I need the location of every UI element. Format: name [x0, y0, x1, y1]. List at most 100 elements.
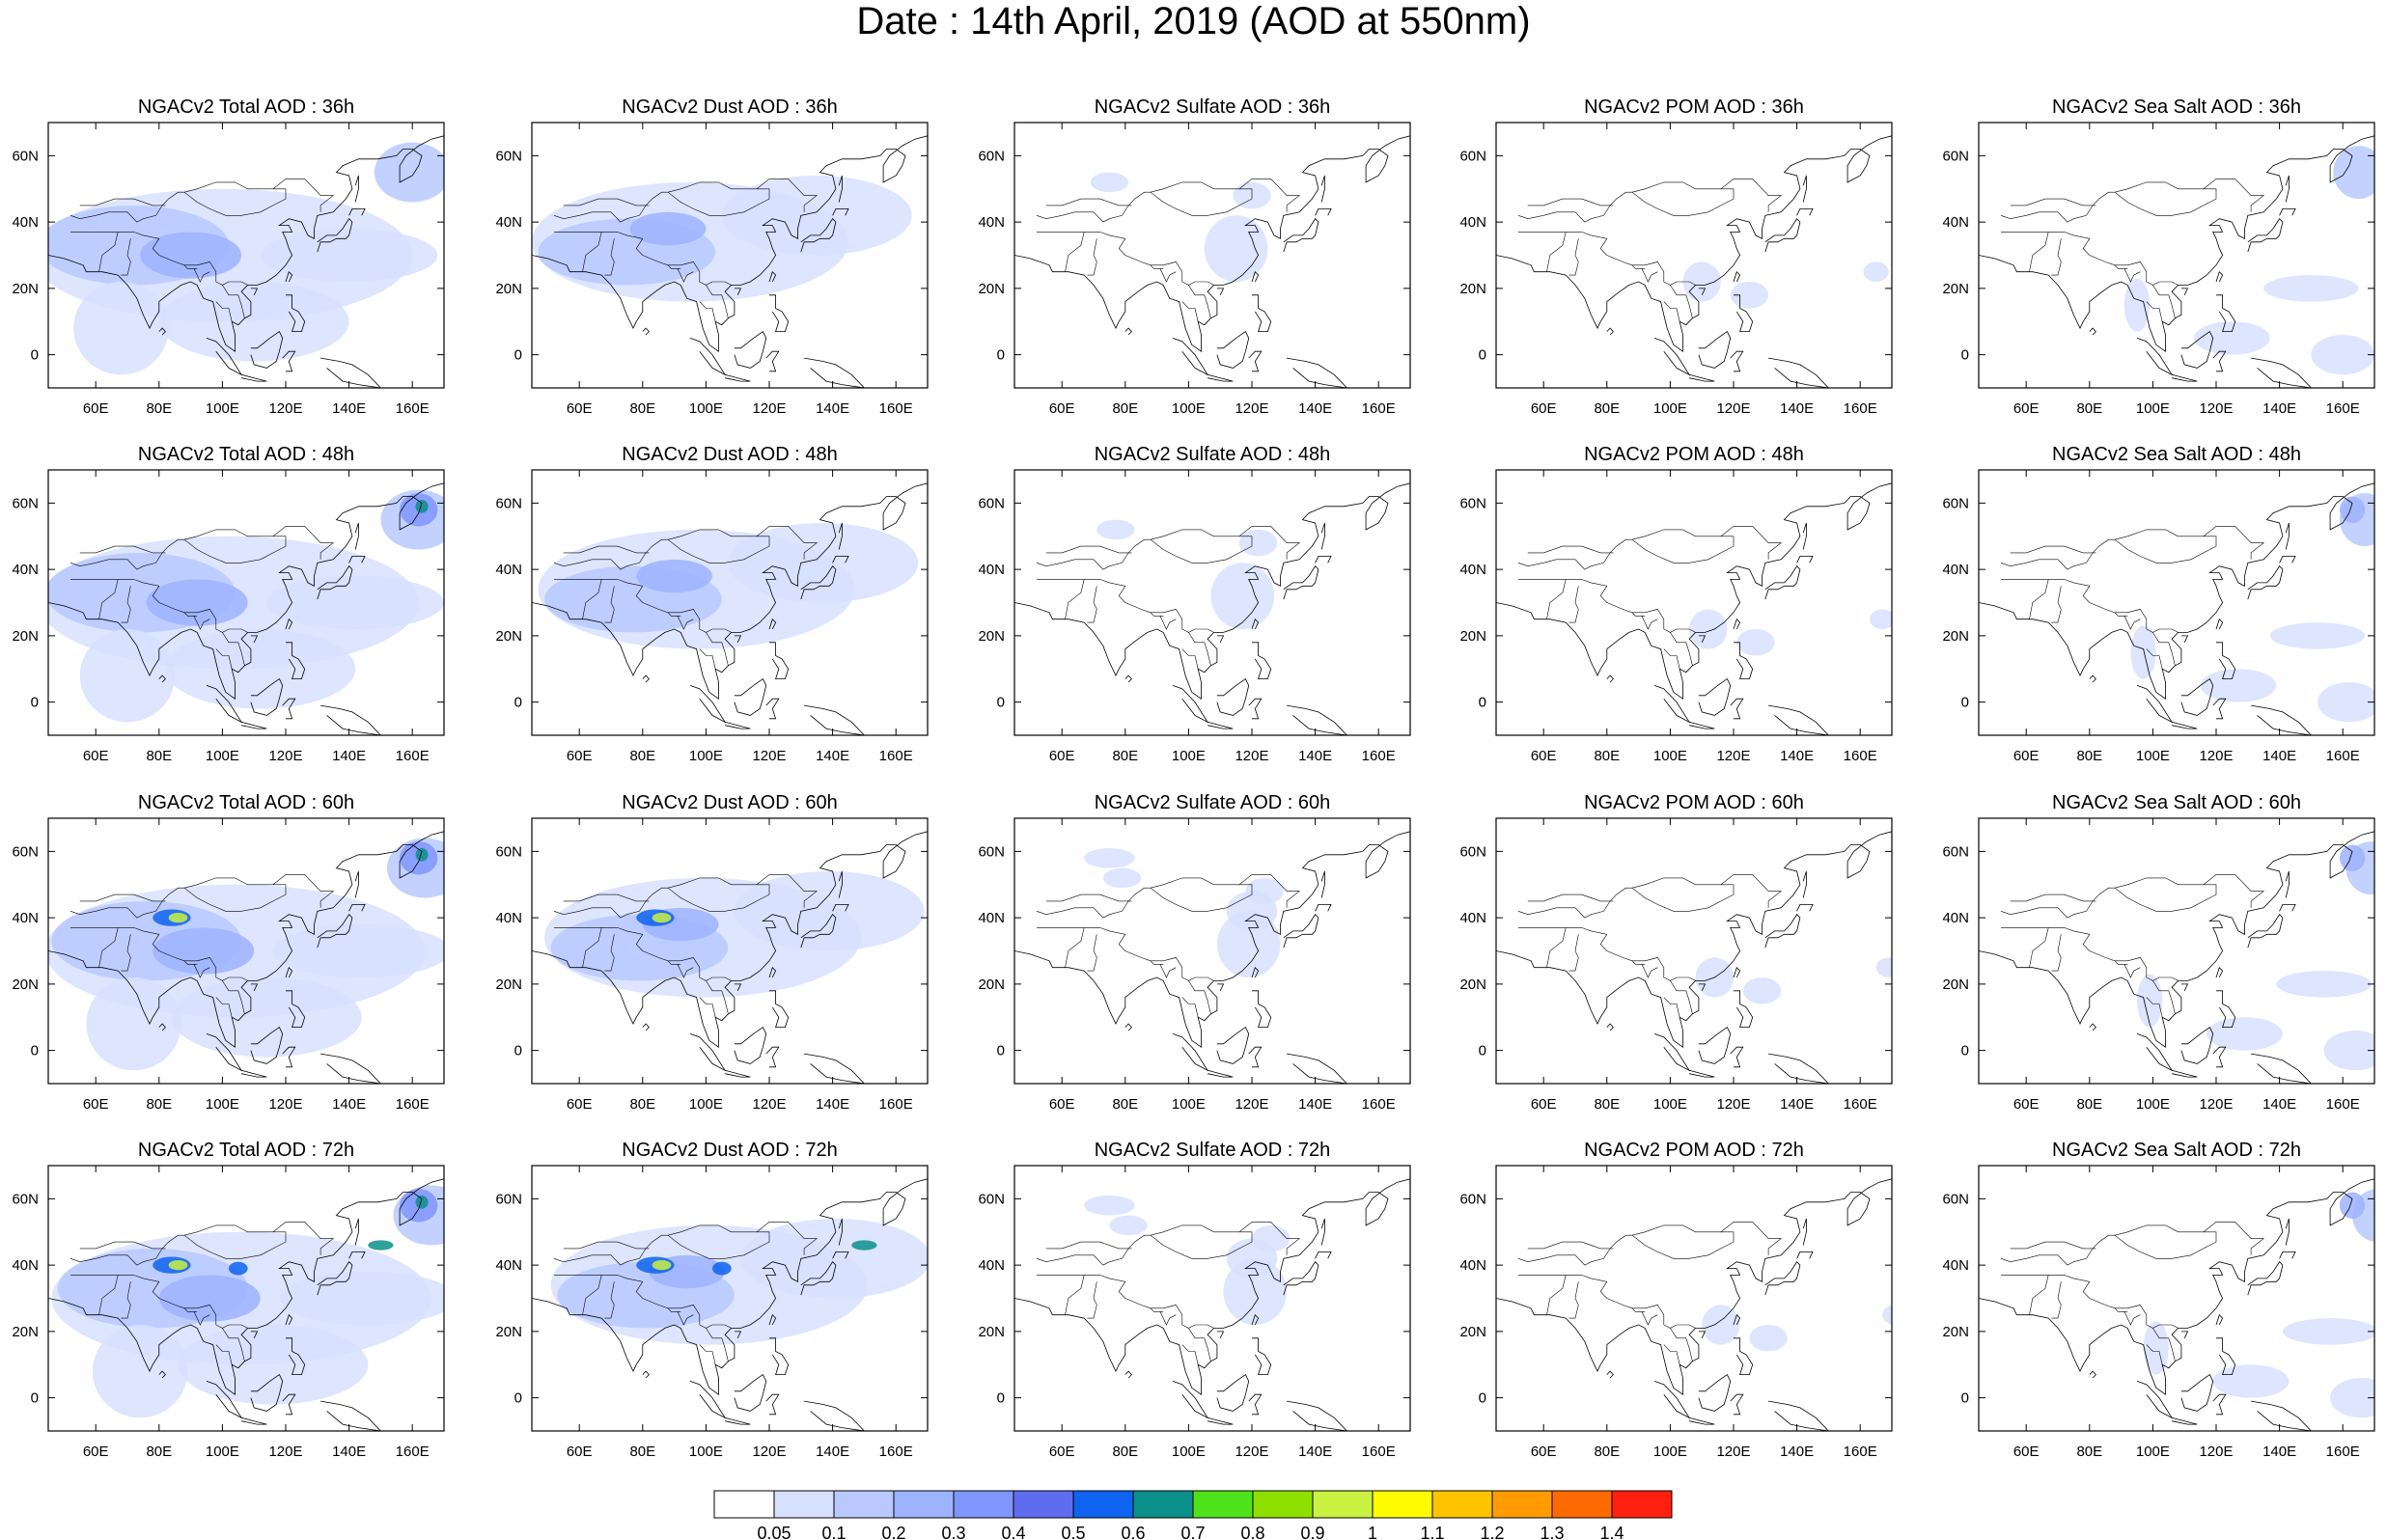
coastline: [765, 1393, 780, 1416]
colorbar-label: 1.3: [1540, 1524, 1564, 1540]
border-line: [554, 927, 732, 981]
colorbar-swatch: [713, 1490, 775, 1519]
coastlines: [48, 1178, 444, 1431]
border-line: [582, 579, 602, 619]
aod-blob: [2339, 1192, 2366, 1219]
coastline: [765, 1046, 780, 1068]
border-line: [121, 934, 131, 972]
lon-label: 100E: [1172, 1444, 1206, 1460]
map-frame: [1978, 817, 2375, 1085]
border-line: [222, 632, 245, 666]
coastline: [282, 350, 296, 372]
coastline: [1315, 208, 1332, 216]
lon-label: 140E: [816, 748, 849, 764]
border-line: [1641, 964, 1658, 978]
lon-label: 140E: [332, 748, 366, 764]
coastline: [1320, 522, 1325, 550]
aod-blob: [851, 1240, 877, 1251]
coastline: [769, 1337, 790, 1375]
lon-label: 140E: [332, 1096, 366, 1113]
lon-label: 120E: [1716, 400, 1750, 417]
aod-blob: [2339, 496, 2366, 523]
lon-label: 120E: [268, 400, 302, 417]
aod-blob: [1096, 519, 1135, 540]
coastline: [1698, 1027, 1732, 1064]
lon-label: 120E: [268, 1444, 302, 1460]
coastline: [2212, 1393, 2227, 1416]
coastline: [1730, 1046, 1744, 1068]
aod-field: [544, 871, 925, 998]
aod-blob: [272, 924, 444, 977]
lon-label: 160E: [879, 1096, 913, 1113]
coastline: [1172, 338, 1209, 376]
lat-label: 0: [514, 1043, 522, 1059]
aod-blob: [266, 576, 444, 629]
border-line: [1631, 960, 1646, 965]
lon-label: 60E: [1531, 748, 1557, 764]
coastline: [285, 966, 293, 978]
lon-label: 80E: [629, 748, 655, 764]
colorbar-swatch: [1611, 1490, 1673, 1519]
border-line: [121, 1281, 131, 1319]
lat-label: 20N: [1459, 281, 1486, 297]
lat-label: 20N: [978, 976, 1005, 993]
border-line: [1517, 179, 1783, 223]
coastline: [1764, 565, 1801, 600]
border-line: [1065, 579, 1085, 619]
map-frame: [1495, 469, 1893, 736]
map-panel: NGACv2 Sulfate AOD : 72h 60E 80E 100E 120E 14…: [978, 1140, 1411, 1460]
lon-label: 60E: [1531, 1096, 1557, 1113]
border-line: [1037, 579, 1214, 633]
aod-blob: [165, 629, 356, 709]
lon-label: 160E: [396, 400, 430, 417]
aod-blob: [721, 176, 912, 256]
map-frame: [1978, 469, 2375, 736]
coastline: [2136, 1381, 2174, 1419]
lon-label: 100E: [206, 748, 239, 764]
lon-label: 60E: [567, 748, 593, 764]
coastline: [1014, 831, 1410, 1048]
aod-blob: [636, 559, 712, 593]
border-line: [1631, 1231, 1735, 1259]
lon-label: 100E: [2136, 748, 2170, 764]
aod-blob: [2323, 1031, 2374, 1071]
aod-blob: [1084, 1195, 1135, 1216]
border-line: [582, 1275, 602, 1315]
border-line: [1631, 536, 1735, 564]
lat-label: 0: [514, 1390, 522, 1407]
coastline: [768, 966, 777, 978]
coastline: [1248, 698, 1263, 720]
lat-label: 40N: [1942, 214, 1969, 231]
map-panel: NGACv2 Dust AOD : 72h 60E 80E 100E 120E 140E 1…: [495, 1140, 929, 1460]
lat-label: 0: [31, 1043, 39, 1059]
lat-label: 40N: [12, 214, 39, 231]
coastline: [2180, 1331, 2189, 1338]
lon-label: 120E: [268, 1096, 302, 1113]
coastline: [1216, 1331, 1225, 1338]
coastline: [282, 698, 296, 720]
coastline: [765, 698, 780, 720]
border-line: [706, 285, 729, 318]
lat-label: 0: [1479, 1390, 1486, 1407]
lat-label: 20N: [978, 281, 1005, 297]
coastline: [2247, 218, 2284, 253]
map-frame: [531, 817, 929, 1085]
lon-label: 120E: [2199, 1096, 2233, 1113]
coastline: [734, 983, 742, 991]
border-line: [563, 545, 650, 554]
coastline: [1216, 678, 1250, 716]
aod-blob: [1882, 1305, 1892, 1325]
lon-label: 80E: [1594, 1096, 1620, 1113]
coastline: [48, 135, 444, 352]
coastline: [348, 1251, 366, 1259]
lon-label: 80E: [1594, 400, 1620, 417]
lon-label: 120E: [752, 748, 786, 764]
border-line: [1546, 927, 1567, 968]
aod-blob: [86, 977, 181, 1071]
coastline: [2215, 1313, 2224, 1326]
coastline: [206, 338, 243, 376]
coastline: [1979, 135, 2374, 352]
border-line: [69, 526, 335, 570]
panel-title: NGACv2 Total AOD : 72h: [138, 1140, 354, 1161]
coastline: [2171, 1069, 2198, 1078]
